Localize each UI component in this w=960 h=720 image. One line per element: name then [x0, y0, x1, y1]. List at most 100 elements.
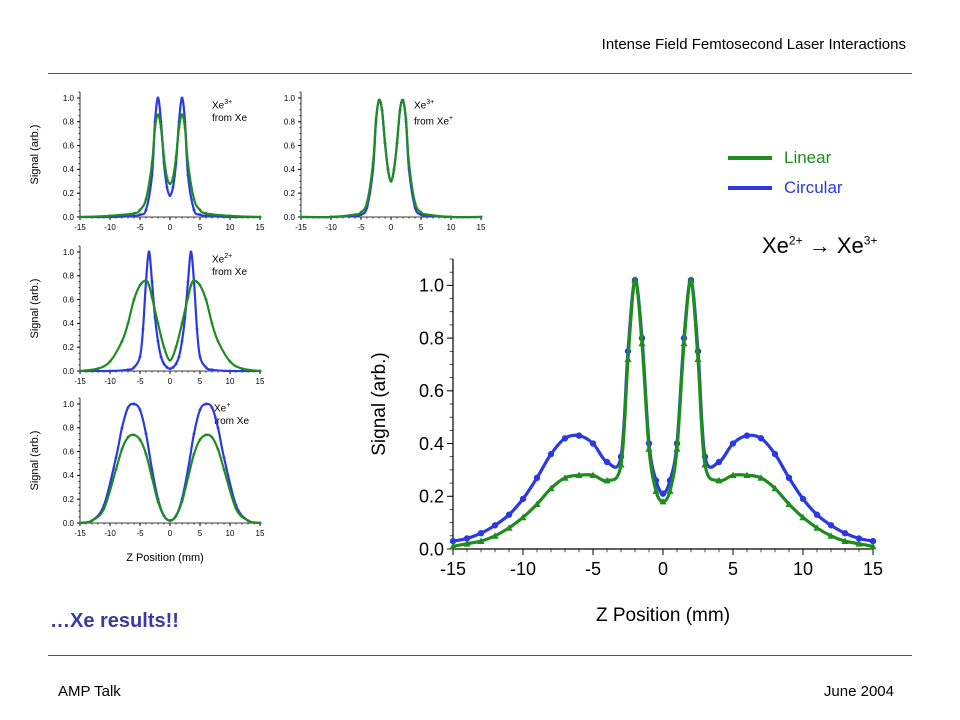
inset4-xtick-label: 0	[168, 529, 173, 538]
main-series-linear-point	[666, 487, 674, 494]
main-series-circular-point	[743, 432, 751, 439]
main-series-circular-point	[869, 537, 877, 545]
inset3-series-linear-point	[186, 295, 190, 299]
inset2-series-linear-point	[407, 162, 411, 165]
main-ytick-label: 0.2	[419, 487, 444, 507]
inset3-series-linear-point	[198, 283, 202, 287]
inset1-series-linear-point	[150, 162, 154, 165]
inset1-series-circular-point	[165, 185, 169, 189]
main-series-circular-point	[505, 511, 513, 518]
inset4-series-circular-point	[126, 406, 130, 409]
main-series-linear-point	[680, 339, 688, 347]
inset1-series-linear-point	[165, 176, 169, 180]
inset2-ion-sup: 3+	[426, 99, 435, 106]
inset1-series-linear-point	[168, 182, 172, 186]
inset1-ion: Xe	[212, 100, 225, 112]
inset4-series-linear-point	[234, 507, 238, 511]
inset1-series-linear-point	[228, 214, 232, 218]
inset2-series-linear-point	[371, 162, 375, 165]
inset1-series-circular-point	[144, 208, 148, 212]
inset3-ytick-label: 0.0	[63, 367, 75, 376]
inset3-series-linear-point	[180, 321, 184, 325]
inset2-ytick-label: 0.0	[284, 213, 296, 222]
main-series-linear-point	[547, 484, 555, 492]
inset2-series-linear-point	[389, 179, 393, 183]
inset4-series-linear-point	[90, 519, 94, 523]
inset2-series-linear-point	[374, 117, 378, 121]
main-xlabel: Z Position (mm)	[596, 605, 730, 626]
inset3-series-linear-point	[204, 298, 208, 301]
inset4-series-circular-point	[138, 408, 142, 412]
main-xtick-label: 5	[728, 559, 738, 579]
inset3-series-circular-point	[132, 366, 136, 369]
legend-label-circular: Circular	[784, 178, 843, 197]
inset3-series-circular-point	[174, 362, 178, 366]
main-series-linear-point	[603, 476, 611, 484]
main-series-circular-point	[463, 535, 471, 542]
inset1-ytick-label: 0.0	[63, 213, 75, 222]
main-series-linear-point	[652, 487, 660, 494]
inset1-series-circular-point	[132, 214, 136, 218]
inset2-xtick-label: 15	[477, 223, 486, 232]
inset1-series-linear-point	[177, 126, 181, 130]
main-series-linear-point	[785, 500, 793, 508]
inset2-ion: Xe	[414, 100, 427, 112]
inset1-xtick-label: -10	[104, 223, 116, 232]
inset3-from: from Xe	[212, 267, 248, 279]
inset2-ytick-label: 1.0	[284, 94, 296, 103]
inset2-series-linear-point	[329, 215, 333, 219]
inset3-series-circular-point	[162, 362, 166, 366]
inset4-series-circular-line	[78, 402, 262, 525]
inset3-series-linear-point	[216, 339, 220, 343]
inset3-series-linear-point	[96, 367, 100, 371]
inset1-series-circular-point	[171, 185, 175, 189]
inset3-xtick-label: 5	[198, 377, 203, 386]
inset3-ytick-label: 0.6	[63, 295, 75, 304]
inset3-ion: Xe	[212, 254, 225, 266]
footer-right: June 2004	[823, 683, 894, 700]
inset4-series-linear-point	[198, 438, 202, 442]
inset2-ytick-label: 0.2	[284, 189, 296, 198]
inset4-label: Xe+ from Xe	[214, 399, 249, 428]
inset2-series-linear-point	[398, 108, 402, 112]
main-series-linear-point	[841, 537, 849, 544]
inset2-xtick-label: -5	[357, 223, 365, 232]
inset2-series-linear-point	[449, 215, 453, 219]
inset3-xtick-label: -5	[136, 377, 144, 386]
inset1-xtick-label: 0	[168, 223, 173, 232]
inset3-series-circular-point	[141, 327, 145, 331]
inset2-from: from Xe	[414, 116, 450, 128]
inset3-series-linear-point	[228, 360, 232, 363]
inset1-series-linear-point	[186, 162, 190, 165]
main-series-linear-point	[561, 474, 569, 481]
main-series-circular-point	[477, 529, 485, 537]
main-xtick-label: 0	[658, 559, 668, 579]
main-series-linear-point	[505, 524, 513, 531]
inset3-series-circular-point	[150, 280, 154, 284]
inset4-series-circular-point	[120, 426, 124, 430]
inset4-series-circular-point	[132, 402, 136, 406]
main-series-circular-point	[561, 435, 569, 442]
main-series-linear-point	[631, 276, 639, 283]
main-series-circular-point	[547, 450, 555, 458]
main-series-linear-point	[575, 471, 583, 479]
main-series-linear-point	[743, 471, 751, 479]
inset3-series-linear-point	[162, 345, 166, 349]
inset2-xtick-label: 5	[419, 223, 424, 232]
inset3-series-linear-point	[78, 369, 82, 373]
inset2-series-linear-point	[386, 167, 390, 171]
inset1-xtick-label: -15	[74, 223, 86, 232]
main-series-linear-point	[624, 355, 632, 363]
main-series-circular-point	[757, 435, 765, 442]
title-from-sup: 2+	[788, 233, 803, 248]
main-ylabel: Signal (arb.)	[369, 352, 390, 456]
main-series-circular-point	[827, 522, 835, 529]
inset4-series-circular-point	[222, 456, 226, 459]
tagline: …Xe results!!	[50, 610, 179, 632]
inset1-series-circular-point	[168, 194, 172, 197]
inset2-xtick-label: 0	[389, 223, 394, 232]
inset4-series-linear-point	[216, 447, 220, 451]
inset3-series-circular-point	[126, 368, 130, 372]
inset3-series-linear-point	[108, 360, 112, 363]
